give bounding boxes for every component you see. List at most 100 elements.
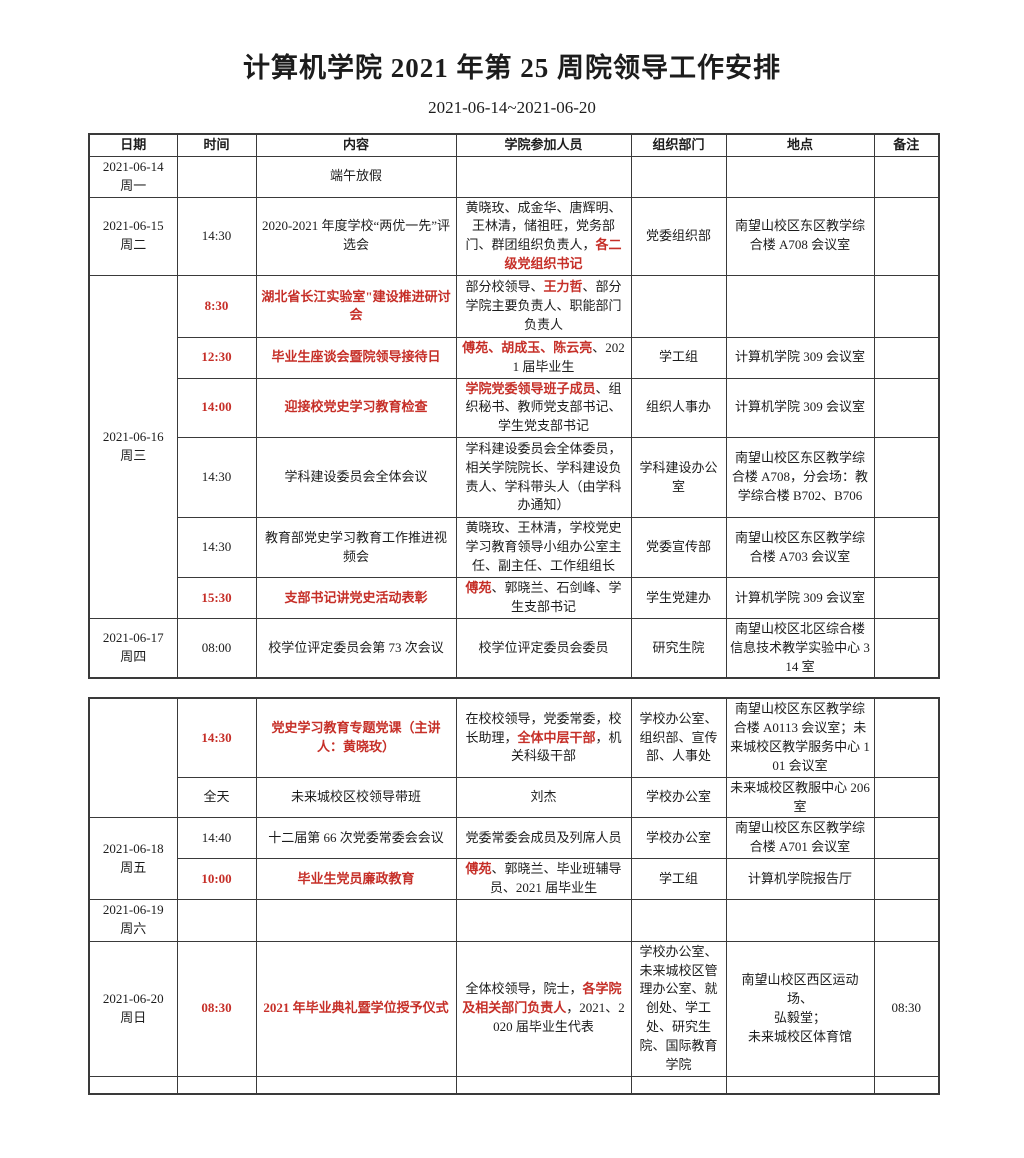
cell-location: 南望山校区西区运动场、 弘毅堂； 未来城校区体育馆 bbox=[725, 940, 875, 1077]
cell-date: 2021-06-19 周六 bbox=[88, 898, 178, 942]
cell-content bbox=[255, 1075, 457, 1095]
cell-location: 南望山校区东区教学综合楼 A708 会议室 bbox=[725, 196, 875, 276]
highlighted-text: 全体中层干部 bbox=[517, 729, 596, 745]
schedule-row: 2021-06-14 周一 端午放假 bbox=[88, 155, 940, 198]
schedule-row: 全天 未来城校区校领导带班 刘杰 学校办公室 未来城校区教服中心 206 室 bbox=[89, 776, 940, 819]
cell-date: 2021-06-18 周五 bbox=[88, 817, 178, 900]
cell-text: 计算机学院 309 会议室 bbox=[734, 349, 865, 365]
cell-text: 、郭晓兰、毕业班辅导员、2021 届毕业生 bbox=[489, 861, 622, 895]
cell-note bbox=[873, 274, 940, 338]
cell-department bbox=[630, 155, 727, 198]
cell-text: 十二届第 66 次党委常委会会议 bbox=[268, 829, 444, 845]
cell-time: 14:40 bbox=[176, 817, 257, 860]
cell-time: 14:30 bbox=[176, 697, 257, 778]
cell-text: 2021-06-20 周日 bbox=[102, 990, 164, 1025]
cell-text: 计算机学院 309 会议室 bbox=[734, 399, 865, 415]
schedule-row: 2021-06-18 周五 14:40 十二届第 66 次党委常委会会议 党委常委会成… bbox=[88, 817, 940, 900]
cell-text: 2021-06-16 周三 bbox=[102, 429, 164, 463]
cell-text: 2020-2021 年度学校“两优一先”评选会 bbox=[261, 218, 451, 253]
schedule-row: 10:00 毕业生党员廉政教育 傅苑、郭晓兰、毕业班辅导员、2021 届毕业生 学工组… bbox=[89, 858, 940, 900]
cell-text: 2021-06-19 周六 bbox=[102, 902, 164, 937]
cell-text: 校学位评定委员会第 73 次会议 bbox=[268, 639, 444, 655]
cell-text: 学生党建办 bbox=[645, 589, 711, 605]
highlighted-text: 各学院及相关部门负责人 bbox=[462, 981, 622, 1016]
schedule-table-week-second-half: 14:30 党史学习教育专题党课（主讲人：黄晓玫） 在校校领导，党委常委，校长助理，… bbox=[88, 697, 940, 1096]
cell-participants: 校学位评定委员会委员 bbox=[455, 617, 632, 679]
highlighted-text: 毕业生座谈会暨院领导接待日 bbox=[271, 349, 441, 365]
cell-time: 08:00 bbox=[176, 617, 257, 679]
cell-text: 学校办公室、组织部、宣传部、人事处 bbox=[639, 710, 718, 764]
column-header-location: 地点 bbox=[725, 133, 875, 157]
highlighted-text: 湖北省长江实验室"建设推进研讨会 bbox=[261, 288, 451, 323]
date-range-subtitle: 2021-06-14~2021-06-20 bbox=[428, 98, 596, 117]
cell-text: 08:00 bbox=[201, 639, 232, 655]
cell-department: 学生党建办 bbox=[630, 577, 727, 619]
cell-note bbox=[873, 577, 940, 619]
cell-note bbox=[873, 196, 940, 276]
cell-time bbox=[176, 1075, 257, 1095]
cell-text: 2021-06-17 周四 bbox=[102, 630, 164, 665]
cell-time: 14:30 bbox=[176, 196, 257, 276]
cell-participants: 全体校领导，院士，各学院及相关部门负责人，2021、2020 届毕业生代表 bbox=[455, 940, 632, 1077]
highlighted-text: 支部书记讲党史活动表彰 bbox=[284, 589, 428, 605]
table-header-row: 日期 时间 内容 学院参加人员 组织部门 地点 备注 bbox=[88, 133, 940, 157]
cell-text: 南望山校区东区教学综合楼 A708，分会场：教学综合楼 B702、B706 bbox=[731, 450, 869, 504]
cell-date: 2021-06-16 周三 bbox=[88, 274, 178, 619]
cell-text: ，机关科级干部 bbox=[510, 729, 622, 764]
cell-participants: 傅苑、郭晓兰、毕业班辅导员、2021 届毕业生 bbox=[455, 858, 632, 900]
cell-department bbox=[630, 274, 727, 338]
cell-department: 研究生院 bbox=[630, 617, 727, 679]
cell-note bbox=[873, 858, 940, 900]
cell-participants bbox=[455, 1075, 632, 1095]
cell-department: 学校办公室 bbox=[630, 817, 727, 860]
cell-department: 学工组 bbox=[630, 858, 727, 900]
highlighted-text: 傅苑 bbox=[465, 861, 492, 877]
cell-location: 计算机学院报告厅 bbox=[725, 858, 875, 900]
cell-text: 学科建设办公室 bbox=[639, 459, 718, 494]
schedule-row: 12:30 毕业生座谈会暨院领导接待日 傅苑、胡成玉、陈云亮、2021 届毕业生 学工… bbox=[89, 336, 940, 379]
page-title: 计算机学院 2021 年第 25 周院领导工作安排 bbox=[243, 53, 781, 83]
cell-text: 党委常委会成员及列席人员 bbox=[465, 829, 622, 845]
cell-content: 十二届第 66 次党委常委会会议 bbox=[255, 817, 457, 860]
cell-location bbox=[725, 155, 875, 198]
cell-text: 学校办公室、未来城校区管理办公室、就创处、学工处、研究生院、国际教育学院 bbox=[639, 943, 718, 1072]
cell-participants: 学科建设委员会全体委员，相关学院院长、学科建设负责人、学科带头人（由学科办通知） bbox=[455, 437, 632, 519]
highlighted-text: 14:00 bbox=[201, 399, 232, 415]
cell-participants bbox=[455, 155, 632, 198]
cell-participants: 党委常委会成员及列席人员 bbox=[455, 817, 632, 860]
schedule-row: 2021-06-17 周四 08:00 校学位评定委员会第 73 次会议 校学位评定委… bbox=[88, 617, 940, 679]
cell-text: 南望山校区东区教学综合楼 A708 会议室 bbox=[734, 218, 865, 253]
cell-content bbox=[255, 898, 457, 942]
cell-text: 、部分学院主要负责人、职能部门负责人 bbox=[465, 279, 622, 332]
highlighted-text: 王力哲 bbox=[543, 279, 583, 295]
cell-time: 10:00 bbox=[176, 858, 257, 900]
cell-content: 党史学习教育专题党课（主讲人：黄晓玫） bbox=[255, 697, 457, 778]
cell-text: 南望山校区西区运动场、 弘毅堂； 未来城校区体育馆 bbox=[741, 972, 859, 1044]
cell-text: 在校校领导，党委常委，校长助理， bbox=[465, 710, 622, 745]
cell-text: 南望山校区东区教学综合楼 A0113 会议室；未来城校区教学服务中心 101 会… bbox=[730, 701, 870, 773]
cell-location bbox=[725, 274, 875, 338]
cell-time: 12:30 bbox=[176, 336, 257, 379]
cell-text: 14:30 bbox=[201, 227, 232, 243]
cell-time bbox=[176, 898, 257, 942]
cell-participants: 在校校领导，党委常委，校长助理，全体中层干部，机关科级干部 bbox=[455, 697, 632, 778]
schedule-row: 2021-06-16 周三 8:30 湖北省长江实验室"建设推进研讨会 部分校领导、王… bbox=[88, 274, 940, 619]
highlighted-text: 8:30 bbox=[204, 297, 229, 313]
cell-text: 14:30 bbox=[201, 469, 232, 485]
cell-text: 南望山校区东区教学综合楼 A703 会议室 bbox=[734, 529, 865, 564]
cell-date bbox=[88, 697, 178, 819]
cell-participants: 傅苑、郭晓兰、石剑峰、学生支部书记 bbox=[455, 577, 632, 619]
cell-note bbox=[873, 155, 940, 198]
highlighted-text: 15:30 bbox=[201, 589, 232, 605]
cell-content: 教育部党史学习教育工作推进视频会 bbox=[255, 517, 457, 579]
cell-time: 全天 bbox=[176, 776, 257, 819]
cell-department: 学科建设办公室 bbox=[630, 437, 727, 519]
cell-time: 08:30 bbox=[176, 940, 257, 1077]
cell-participants: 刘杰 bbox=[455, 776, 632, 819]
cell-location: 计算机学院 309 会议室 bbox=[725, 377, 875, 439]
cell-time: 14:30 bbox=[176, 517, 257, 579]
cell-participants bbox=[455, 898, 632, 942]
highlighted-text: 2021 年毕业典礼暨学位授予仪式 bbox=[263, 1000, 449, 1016]
cell-text: 校学位评定委员会委员 bbox=[478, 639, 609, 655]
cell-note: 08:30 bbox=[873, 940, 940, 1077]
